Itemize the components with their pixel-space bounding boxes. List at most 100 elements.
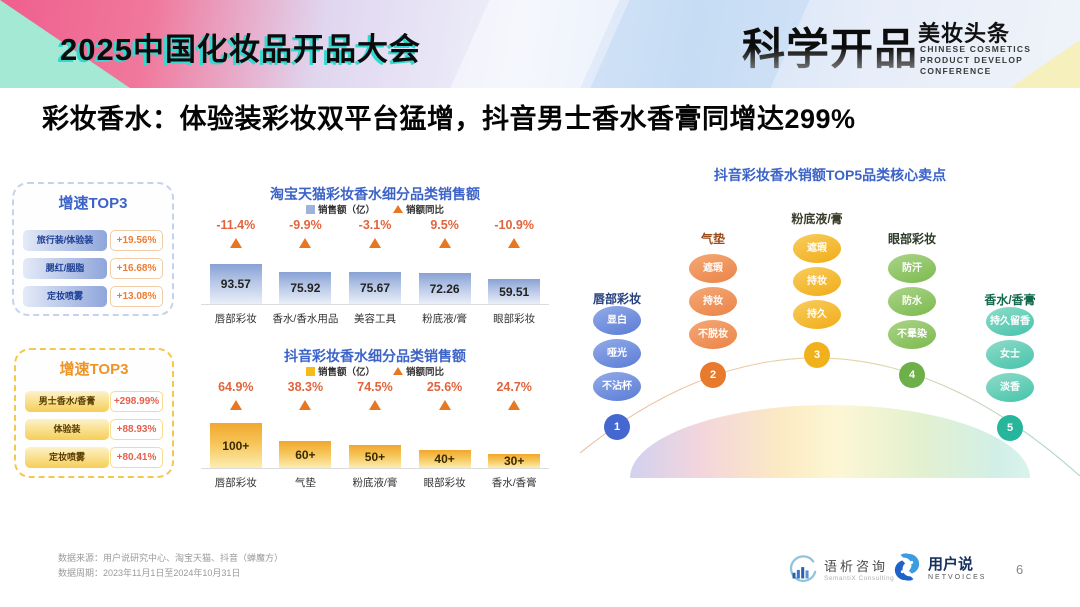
growth-row: 定妆喷雾 +80.41% xyxy=(25,447,163,468)
chart-title: 淘宝天猫彩妆香水细分品类销售额 xyxy=(270,186,480,202)
bar-value: 40+ xyxy=(434,452,455,466)
growth-box-title: 增速TOP3 xyxy=(59,361,129,378)
category-pill: 定妆喷雾 xyxy=(23,286,107,307)
selling-point-bubble: 持久 xyxy=(793,300,841,329)
bar-group: 64.9% 100+ 唇部彩妆 xyxy=(201,380,271,490)
growth-top3-douyin-box: 增速TOP3 男士香水/香膏 +298.99% 体验装 +88.93% 定妆喷雾… xyxy=(14,348,174,478)
growth-value: +19.56% xyxy=(110,230,163,251)
page-number: 6 xyxy=(1016,562,1024,577)
yoy-value: 64.9% xyxy=(218,380,254,394)
top5-selling-points-panel: 抖音彩妆香水销额TOP5品类核心卖点 唇部彩妆 显白 哑光 不沾杯 1 气垫 遮… xyxy=(580,160,1080,495)
bar-value: 50+ xyxy=(364,449,386,464)
rank-badge: 5 xyxy=(997,415,1023,441)
page-title: 彩妆香水：体验装彩妆双平台猛增，抖音男士香水香膏同增达299% xyxy=(42,104,856,134)
top5-column-eye-makeup: 眼部彩妆 防汗 防水 不晕染 4 xyxy=(867,230,957,388)
category-pill: 体验装 xyxy=(25,419,109,440)
yoy-triangle-icon xyxy=(438,238,451,248)
growth-value: +16.68% xyxy=(110,258,163,279)
conference-slogan: 科学开品 xyxy=(742,15,918,77)
bar-value: 75.92 xyxy=(290,281,321,295)
rank-badge: 1 xyxy=(604,414,630,440)
yoy-value: -9.9% xyxy=(289,218,322,232)
growth-value: +80.41% xyxy=(110,447,163,468)
douyin-sales-bar-chart: 抖音彩妆香水细分品类销售额 销售额（亿） 销额同比 64.9% 100+ 唇部彩… xyxy=(195,346,555,490)
selling-point-bubble: 持妆 xyxy=(793,267,841,296)
bar: 59.51 xyxy=(488,279,541,304)
yoy-triangle-icon xyxy=(299,400,312,410)
rank-badge: 4 xyxy=(899,362,925,388)
top5-category-label: 气垫 xyxy=(700,232,725,246)
growth-rows: 男士香水/香膏 +298.99% 体验装 +88.93% 定妆喷雾 +80.41… xyxy=(16,391,172,468)
growth-rows: 旅行装/体验装 +19.56% 腮红/胭脂 +16.68% 定妆喷雾 +13.0… xyxy=(14,230,172,307)
yoy-value: 25.6% xyxy=(426,380,463,394)
bar-category: 唇部彩妆 xyxy=(214,313,257,325)
bar-group: -3.1% 75.67 美容工具 xyxy=(340,218,410,326)
yoy-triangle-icon xyxy=(368,238,381,248)
chart-legend: 销售额（亿） 销额同比 xyxy=(195,202,555,216)
chart-baseline xyxy=(201,468,549,469)
selling-point-bubble: 哑光 xyxy=(593,339,641,368)
top5-column-foundation: 粉底液/膏 遮瑕 持妆 持久 3 xyxy=(772,210,862,368)
yoy-triangle-icon xyxy=(229,238,242,248)
bar-value: 59.51 xyxy=(499,284,530,299)
growth-row: 男士香水/香膏 +298.99% xyxy=(25,391,163,412)
selling-point-bubble: 女士 xyxy=(986,340,1034,369)
selling-point-bubble: 防水 xyxy=(888,287,936,316)
semantix-name-cn: 语析咨询 xyxy=(824,559,889,574)
brand-subtitle: CHINESE COSMETICS PRODUCT DEVELOP CONFER… xyxy=(920,44,1032,76)
growth-top3-taobao-box: 增速TOP3 旅行装/体验装 +19.56% 腮红/胭脂 +16.68% 定妆喷… xyxy=(12,182,174,316)
chart-title: 抖音彩妆香水细分品类销售额 xyxy=(284,348,466,364)
bar-category: 美容工具 xyxy=(353,313,396,325)
taobao-sales-bar-chart: 淘宝天猫彩妆香水细分品类销售额 销售额（亿） 销额同比 -11.4% 93.57… xyxy=(195,184,555,326)
selling-point-bubble: 遮瑕 xyxy=(793,234,841,263)
growth-value: +88.93% xyxy=(110,419,163,440)
growth-row: 腮红/胭脂 +16.68% xyxy=(23,258,163,279)
top5-category-label: 唇部彩妆 xyxy=(592,292,641,306)
bar-category: 粉底液/膏 xyxy=(422,313,468,325)
bar: 30+ xyxy=(488,454,541,468)
source-line: 数据来源：用户说研究中心、淘宝天猫、抖音（蝉魔方） xyxy=(58,553,284,563)
selling-point-bubble: 不沾杯 xyxy=(593,372,641,401)
growth-value: +13.08% xyxy=(110,286,163,307)
yoy-value: 74.5% xyxy=(357,380,393,394)
yoy-value: 38.3% xyxy=(287,380,324,394)
bar-value: 60+ xyxy=(295,447,316,462)
chart-plot-area: 64.9% 100+ 唇部彩妆 38.3% 60+ 气垫 74.5% 50+ 粉… xyxy=(201,380,549,490)
category-pill: 旅行装/体验装 xyxy=(23,230,107,251)
category-pill: 定妆喷雾 xyxy=(25,447,109,468)
bar-group: 24.7% 30+ 香水/香膏 xyxy=(479,380,549,490)
netvoices-name-cn: 用户说 xyxy=(928,556,974,573)
period-line: 数据周期：2023年11月1日至2024年10月31日 xyxy=(58,568,241,578)
semantix-logo-icon xyxy=(789,555,817,582)
bar-category: 气垫 xyxy=(294,477,316,489)
category-pill: 腮红/胭脂 xyxy=(23,258,107,279)
top5-category-label: 粉底液/膏 xyxy=(791,212,843,226)
legend-square-icon xyxy=(305,366,315,376)
bar-category: 粉底液/膏 xyxy=(352,477,398,489)
header-banner: 2025中国化妆品开品大会 科学开品 美妆头条 CHINESE COSMETIC… xyxy=(0,0,1080,88)
brand-name: 美妆头条 xyxy=(918,21,1011,46)
legend-label: 销售额（亿） xyxy=(317,205,375,216)
top5-category-label: 香水/香膏 xyxy=(984,293,1036,307)
yoy-triangle-icon xyxy=(508,238,521,248)
growth-row: 旅行装/体验装 +19.56% xyxy=(23,230,163,251)
netvoices-logo-icon xyxy=(894,553,920,581)
bar: 75.92 xyxy=(279,272,332,304)
yoy-triangle-icon xyxy=(368,400,381,410)
yoy-triangle-icon xyxy=(229,400,242,410)
growth-box-title: 增速TOP3 xyxy=(58,195,128,212)
top5-title: 抖音彩妆香水销额TOP5品类核心卖点 xyxy=(713,167,947,183)
selling-point-bubble: 遮瑕 xyxy=(689,254,737,283)
header-light-stripe xyxy=(450,0,620,88)
bar-category: 眼部彩妆 xyxy=(493,313,536,325)
bar-value: 30+ xyxy=(503,454,525,468)
selling-point-bubble: 持妆 xyxy=(689,287,737,316)
rank-badge: 3 xyxy=(804,342,830,368)
rank-badge: 2 xyxy=(700,362,726,388)
selling-point-bubble: 显白 xyxy=(593,306,641,335)
legend-label: 销额同比 xyxy=(406,367,445,378)
selling-point-bubble: 淡香 xyxy=(986,373,1034,402)
yoy-value: -3.1% xyxy=(358,218,392,232)
bar-group: 38.3% 60+ 气垫 xyxy=(271,380,341,490)
